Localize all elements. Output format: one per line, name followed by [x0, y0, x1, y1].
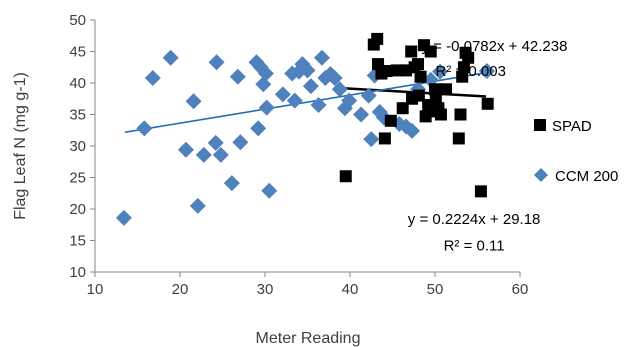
- point-spad: [380, 65, 393, 78]
- legend: SPAD CCM 200: [534, 118, 618, 185]
- y-tick-label: 10: [69, 264, 86, 281]
- data-points: [115, 32, 495, 226]
- point-spad: [390, 64, 403, 77]
- point-ccm200: [136, 120, 153, 137]
- point-ccm200: [404, 122, 421, 139]
- point-ccm200: [299, 62, 316, 79]
- point-ccm200: [258, 99, 275, 116]
- point-ccm200: [478, 63, 495, 80]
- y-tick-label: 45: [69, 44, 86, 61]
- point-ccm200: [363, 131, 380, 148]
- point-ccm200: [432, 63, 449, 80]
- point-ccm200: [360, 87, 377, 104]
- point-spad: [396, 102, 409, 115]
- r-squared-label: R² = 0.003: [435, 63, 505, 80]
- point-ccm200: [212, 146, 229, 163]
- r-squared-label: R² = 0.11: [444, 238, 505, 255]
- point-spad: [452, 132, 465, 145]
- point-ccm200: [250, 120, 267, 137]
- plot-area: 10 15 20 25 30 35 40 45 50 10 20 30 40 50 60 y = -0.0…: [69, 12, 567, 298]
- point-spad: [457, 61, 470, 74]
- trendline-equation: y = -0.0782x + 42.238: [422, 38, 568, 55]
- point-spad: [434, 108, 447, 121]
- trendline-equation: y = 0.2224x + 29.18: [408, 211, 541, 228]
- point-spad: [371, 32, 384, 45]
- point-spad: [429, 92, 442, 105]
- point-ccm200: [162, 49, 179, 66]
- annotations: y = -0.0782x + 42.238 R² = 0.003 y = 0.222…: [408, 38, 568, 255]
- point-ccm200: [195, 146, 212, 163]
- x-tick-label: 50: [427, 281, 444, 298]
- point-spad: [412, 89, 425, 102]
- y-tick-label: 20: [69, 201, 86, 218]
- point-ccm200: [302, 78, 319, 95]
- point-spad: [339, 170, 352, 183]
- point-ccm200: [353, 106, 370, 123]
- x-axis-ticks: 10 20 30 40 50 60: [87, 272, 529, 298]
- legend-item-spad: SPAD: [534, 118, 592, 135]
- point-ccm200: [341, 92, 358, 109]
- point-ccm200: [189, 197, 206, 214]
- x-axis-title: Meter Reading: [256, 330, 361, 347]
- point-spad: [378, 132, 391, 145]
- legend-marker-ccm200: [534, 168, 548, 182]
- point-spad: [440, 83, 453, 96]
- point-ccm200: [185, 93, 202, 110]
- point-ccm200: [232, 134, 249, 151]
- point-spad: [454, 108, 467, 121]
- x-tick-label: 40: [342, 281, 359, 298]
- point-ccm200: [255, 76, 272, 93]
- point-ccm200: [207, 134, 224, 151]
- point-ccm200: [286, 92, 303, 109]
- point-spad: [414, 70, 427, 83]
- y-tick-label: 40: [69, 75, 86, 92]
- point-ccm200: [208, 54, 225, 71]
- point-ccm200: [229, 68, 246, 85]
- point-ccm200: [257, 65, 274, 82]
- point-ccm200: [313, 49, 330, 66]
- y-axis-ticks: 10 15 20 25 30 35 40 45 50: [69, 12, 95, 281]
- point-ccm200: [115, 209, 132, 226]
- point-spad: [384, 114, 397, 127]
- point-ccm200: [223, 175, 240, 192]
- point-spad: [429, 83, 441, 96]
- point-spad: [474, 185, 487, 198]
- legend-marker-spad: [534, 119, 546, 131]
- point-spad: [424, 45, 437, 58]
- point-ccm200: [177, 141, 194, 158]
- y-axis-title: Flag Leaf N (mg g-1): [12, 72, 29, 220]
- x-tick-label: 10: [87, 281, 104, 298]
- point-ccm200: [144, 69, 161, 86]
- point-ccm200: [274, 86, 291, 103]
- point-ccm200: [310, 97, 327, 114]
- x-tick-label: 60: [512, 281, 529, 298]
- y-tick-label: 30: [69, 138, 86, 155]
- point-ccm200: [326, 69, 343, 86]
- legend-label-ccm200: CCM 200: [555, 168, 618, 185]
- y-tick-label: 25: [69, 170, 86, 187]
- point-spad: [481, 97, 494, 110]
- point-ccm200: [331, 81, 348, 98]
- y-tick-label: 35: [69, 107, 86, 124]
- legend-item-ccm200: CCM 200: [534, 168, 618, 185]
- point-spad: [405, 45, 418, 58]
- legend-label-spad: SPAD: [552, 118, 592, 135]
- y-tick-label: 15: [69, 233, 86, 250]
- y-tick-label: 50: [69, 12, 86, 29]
- x-tick-label: 20: [172, 281, 189, 298]
- x-tick-label: 30: [257, 281, 274, 298]
- point-spad: [412, 58, 424, 71]
- point-spad: [456, 70, 469, 83]
- point-spad: [462, 51, 475, 64]
- point-ccm200: [261, 182, 278, 199]
